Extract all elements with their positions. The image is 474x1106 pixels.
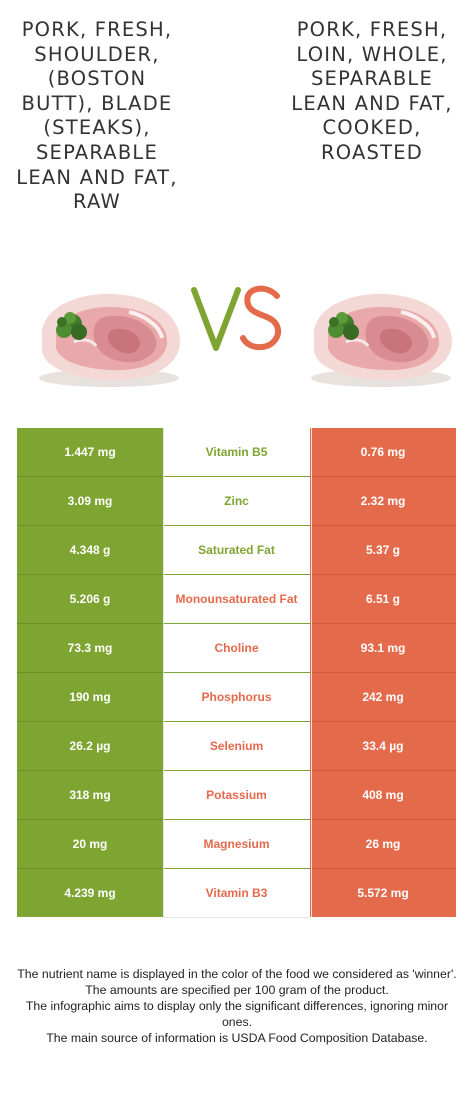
right-food-value: 242 mg <box>310 673 456 722</box>
left-food-value: 318 mg <box>17 771 163 820</box>
right-food-value: 5.572 mg <box>310 869 456 917</box>
right-food-value: 93.1 mg <box>310 624 456 673</box>
nutrient-name: Zinc <box>163 477 310 526</box>
nutrient-name: Magnesium <box>163 820 310 869</box>
right-food-value: 26 mg <box>310 820 456 869</box>
table-row: 318 mg Potassium 408 mg <box>17 771 456 820</box>
vs-s-letter <box>240 285 281 351</box>
right-food-value: 33.4 µg <box>310 722 456 771</box>
left-food-value: 5.206 g <box>17 575 163 624</box>
nutrient-name: Monounsaturated Fat <box>163 575 310 624</box>
food-left-title: Pork, fresh, shoulder, (Boston butt), bl… <box>16 18 178 214</box>
table-row: 73.3 mg Choline 93.1 mg <box>17 624 456 673</box>
right-food-value: 0.76 mg <box>310 428 456 477</box>
nutrient-name: Phosphorus <box>163 673 310 722</box>
table-row: 4.348 g Saturated Fat 5.37 g <box>17 526 456 575</box>
vs-v-letter <box>191 287 241 351</box>
versus-label <box>181 282 293 362</box>
right-food-value: 6.51 g <box>310 575 456 624</box>
left-food-value: 1.447 mg <box>17 428 163 477</box>
right-food-value: 2.32 mg <box>310 477 456 526</box>
right-food-value: 408 mg <box>310 771 456 820</box>
left-food-value: 73.3 mg <box>17 624 163 673</box>
pork-left-image <box>39 293 181 387</box>
table-row: 3.09 mg Zinc 2.32 mg <box>17 477 456 526</box>
footnote-winner-color: The nutrient name is displayed in the co… <box>17 967 457 981</box>
table-row: 4.239 mg Vitamin B3 5.572 mg <box>17 869 456 918</box>
footnote-significant-differences: The infographic aims to display only the… <box>25 999 449 1029</box>
nutrient-name: Choline <box>163 624 310 673</box>
table-row: 1.447 mg Vitamin B5 0.76 mg <box>17 428 456 477</box>
left-food-value: 4.239 mg <box>17 869 163 917</box>
nutrient-name: Vitamin B3 <box>163 869 310 918</box>
left-food-value: 3.09 mg <box>17 477 163 526</box>
footnotes: The nutrient name is displayed in the co… <box>10 966 464 1046</box>
nutrient-name: Vitamin B5 <box>163 428 310 477</box>
pork-right-image <box>311 293 453 387</box>
left-food-value: 20 mg <box>17 820 163 869</box>
left-food-value: 190 mg <box>17 673 163 722</box>
left-food-value: 4.348 g <box>17 526 163 575</box>
food-right-title: Pork, fresh, loin, whole, separable lean… <box>291 18 453 164</box>
nutrient-name: Potassium <box>163 771 310 820</box>
table-row: 5.206 g Monounsaturated Fat 6.51 g <box>17 575 456 624</box>
table-row: 190 mg Phosphorus 242 mg <box>17 673 456 722</box>
footnote-per-100g: The amounts are specified per 100 gram o… <box>85 983 389 997</box>
table-row: 20 mg Magnesium 26 mg <box>17 820 456 869</box>
right-food-value: 5.37 g <box>310 526 456 575</box>
left-food-value: 26.2 µg <box>17 722 163 771</box>
nutrient-comparison-table: 1.447 mg Vitamin B5 0.76 mg 3.09 mg Zinc 2.32… <box>17 428 456 918</box>
nutrient-name: Saturated Fat <box>163 526 310 575</box>
footnote-data-source: The main source of information is USDA F… <box>46 1031 428 1045</box>
table-row: 26.2 µg Selenium 33.4 µg <box>17 722 456 771</box>
nutrient-name: Selenium <box>163 722 310 771</box>
